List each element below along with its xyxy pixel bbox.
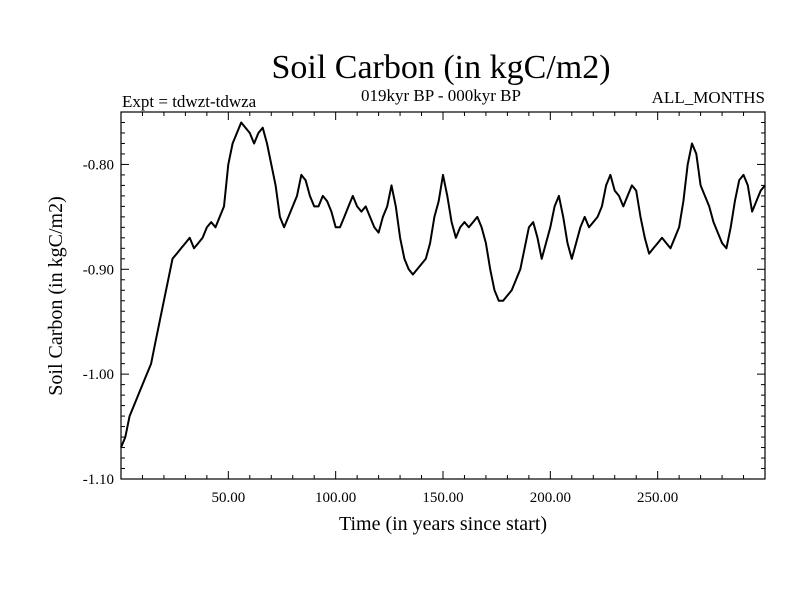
x-axis: 50.00 100.00 150.00 200.00 250.00	[141, 112, 745, 506]
x-tick-label: 200.00	[530, 490, 571, 506]
y-axis: -0.80 -0.90 -1.00 -1.10	[83, 111, 765, 488]
x-tick-label: 50.00	[211, 490, 245, 506]
y-tick-label: -0.80	[83, 157, 114, 173]
soil-carbon-series-line	[120, 121, 766, 448]
x-tick-label: 250.00	[637, 490, 678, 506]
months-label: ALL_MONTHS	[652, 88, 765, 107]
x-tick-label: 100.00	[315, 490, 356, 506]
y-tick-label: -1.00	[83, 367, 114, 383]
x-tick-label: 150.00	[422, 490, 463, 506]
chart-subtitle: 019kyr BP - 000kyr BP	[361, 86, 521, 105]
y-axis-label: Soil Carbon (in kgC/m2)	[45, 196, 67, 395]
y-tick-label: -0.90	[83, 262, 114, 278]
x-axis-label: Time (in years since start)	[339, 513, 547, 535]
y-tick-label: -1.10	[83, 472, 114, 488]
plot-frame	[120, 111, 766, 480]
chart-title: Soil Carbon (in kgC/m2)	[271, 49, 610, 86]
plot-area	[120, 121, 766, 448]
experiment-label: Expt = tdwzt-tdwza	[122, 92, 257, 111]
